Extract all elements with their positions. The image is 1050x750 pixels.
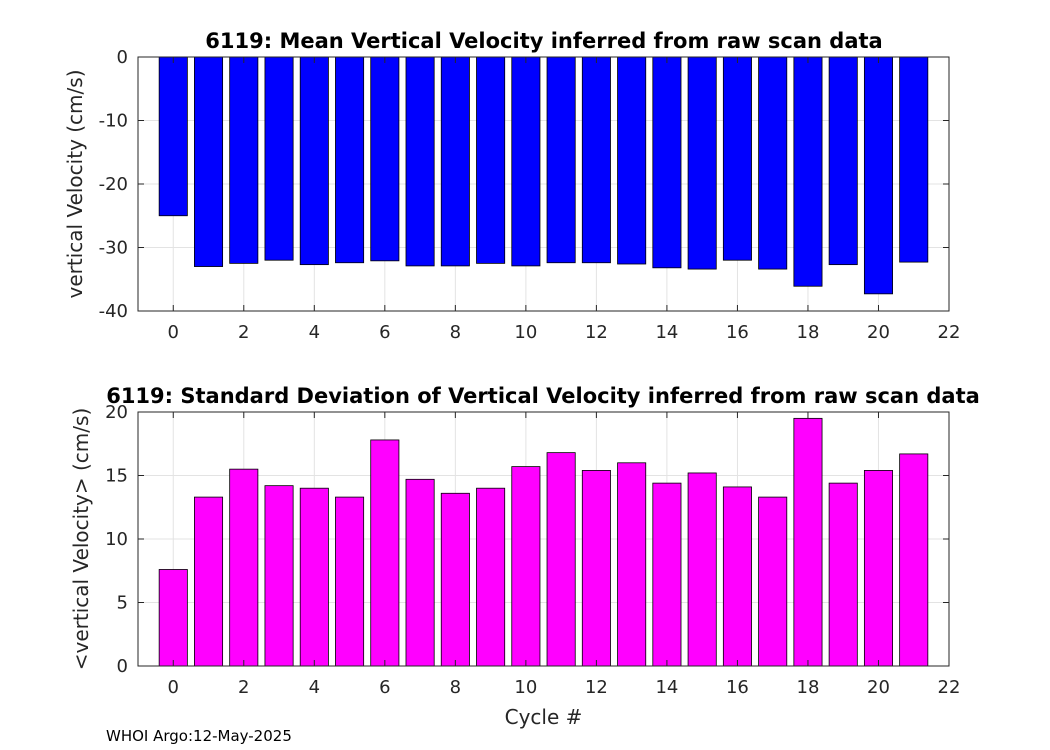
bar-cycle-17 [758,496,788,667]
bar-cycle-1 [194,56,224,267]
x-tick-label: 20 [867,322,890,343]
bar-cycle-11 [546,452,576,667]
y-axis-label: <vertical Velocity> (cm/s) [69,408,93,671]
bar-cycle-12 [581,470,611,667]
y-tick-label: -30 [99,238,128,259]
bar-cycle-3 [264,56,294,261]
y-tick-label: 5 [117,593,128,614]
x-tick-label: 4 [309,677,320,698]
bar-cycle-14 [652,56,682,269]
x-tick-label: 22 [938,677,961,698]
bar-cycle-20 [863,470,893,667]
x-tick-label: 16 [726,322,749,343]
bar-cycle-13 [617,56,647,265]
y-tick-label: 20 [105,402,128,423]
y-tick-label: 0 [117,656,128,677]
bar-cycle-21 [899,56,929,263]
bar-cycle-13 [617,462,647,667]
y-tick-label: -20 [99,174,128,195]
bar-cycle-15 [687,472,717,667]
bar-cycle-9 [476,56,506,264]
x-tick-label: 2 [238,322,249,343]
x-tick-label: 0 [168,322,179,343]
bar-cycle-6 [370,56,400,262]
x-tick-label: 4 [309,322,320,343]
bar-cycle-11 [546,56,576,264]
x-tick-label: 8 [450,322,461,343]
bar-cycle-19 [828,482,858,667]
y-tick-label: 15 [105,466,128,487]
bar-cycle-17 [758,56,788,270]
bar-cycle-6 [370,439,400,667]
bar-cycle-10 [511,466,541,667]
bar-cycle-7 [405,478,435,667]
bar-cycle-12 [581,56,611,264]
x-tick-label: 12 [585,322,608,343]
x-tick-label: 6 [379,677,390,698]
x-axis-label: Cycle # [505,705,583,729]
bar-cycle-2 [229,468,259,667]
x-tick-label: 10 [514,322,537,343]
bar-cycle-7 [405,56,435,267]
x-tick-label: 2 [238,677,249,698]
x-tick-label: 12 [585,677,608,698]
bar-cycle-4 [299,487,329,667]
bar-cycle-5 [335,56,365,264]
y-tick-label: -40 [99,301,128,322]
x-tick-label: 22 [938,322,961,343]
bar-cycle-8 [440,56,470,267]
bar-cycle-14 [652,482,682,667]
y-tick-label: -10 [99,111,128,132]
x-tick-label: 16 [726,677,749,698]
bar-cycle-0 [158,56,188,217]
x-tick-label: 18 [797,322,820,343]
bar-cycle-8 [440,492,470,667]
bar-cycle-21 [899,453,929,667]
chart-title: 6119: Mean Vertical Velocity inferred fr… [205,29,882,53]
bar-cycle-3 [264,485,294,667]
bar-cycle-20 [863,56,893,295]
x-tick-label: 10 [514,677,537,698]
y-tick-label: 10 [105,529,128,550]
y-axis-label: vertical Velocity (cm/s) [63,70,87,299]
x-tick-label: 0 [168,677,179,698]
bar-cycle-1 [194,496,224,667]
bar-cycle-18 [793,417,823,667]
x-tick-label: 20 [867,677,890,698]
chart-title: 6119: Standard Deviation of Vertical Vel… [106,384,980,408]
bar-cycle-16 [722,486,752,667]
x-tick-label: 14 [655,322,678,343]
footer-credit: WHOI Argo:12-May-2025 [106,727,292,745]
bar-cycle-15 [687,56,717,270]
bar-cycle-18 [793,56,823,287]
bar-cycle-16 [722,56,752,261]
x-tick-label: 6 [379,322,390,343]
bar-cycle-10 [511,56,541,267]
x-tick-label: 18 [797,677,820,698]
bar-cycle-0 [158,569,188,667]
y-tick-label: 0 [117,47,128,68]
mean-velocity-chart: 0 2 4 6 8 10 12 14 16 18 20 22 -40 -30 -20 -10 0 6119: Me… [63,29,960,343]
bar-cycle-19 [828,56,858,266]
x-tick-label: 8 [450,677,461,698]
x-tick-label: 14 [655,677,678,698]
bar-cycle-9 [476,487,506,667]
bar-cycle-4 [299,56,329,266]
bar-cycle-5 [335,496,365,667]
bar-cycle-2 [229,56,259,264]
